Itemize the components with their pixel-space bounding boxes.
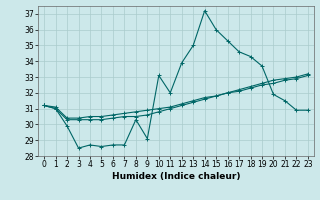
X-axis label: Humidex (Indice chaleur): Humidex (Indice chaleur) (112, 172, 240, 181)
